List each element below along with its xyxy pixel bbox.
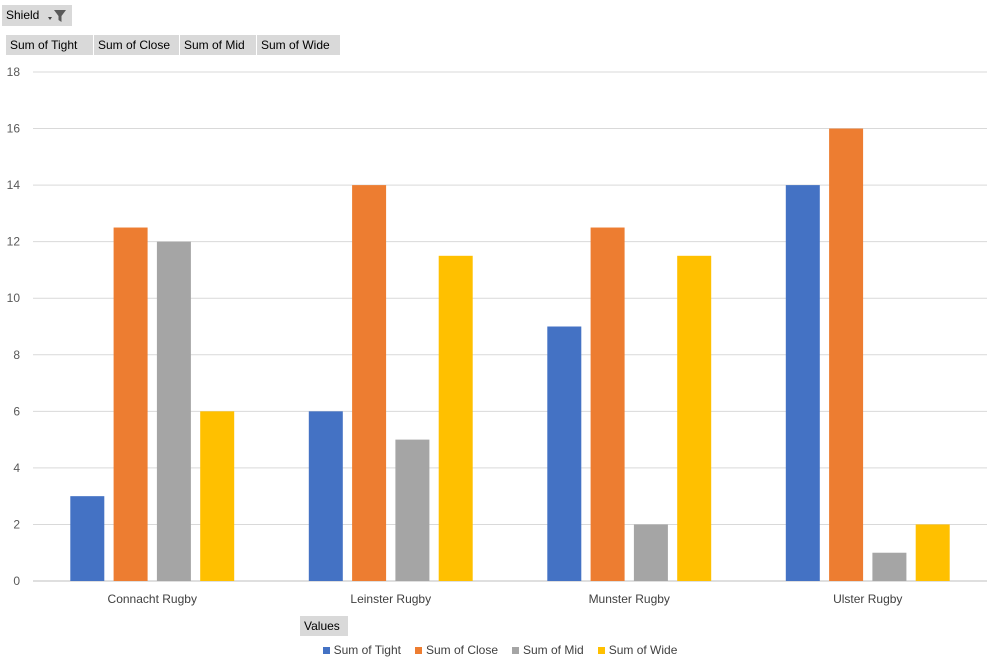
field-button-sum-of-close[interactable]: Sum of Close (94, 35, 180, 55)
bar-sum-of-close[interactable] (590, 227, 625, 581)
legend-label: Sum of Tight (333, 643, 401, 657)
gridlines (33, 71, 987, 582)
filter-dropdown-icon (48, 10, 66, 22)
y-tick-label: 18 (7, 65, 21, 79)
y-tick-label: 16 (7, 122, 21, 136)
legend-swatch (414, 646, 422, 654)
clustered-column-chart: 0 2 4 6 8 10 12 14 16 18 Connacht Rugby Leinster R… (7, 65, 987, 606)
shield-filter-button[interactable]: Shield (2, 5, 73, 26)
x-category-label: Munster Rugby (589, 592, 670, 606)
values-field-button[interactable]: Values (300, 616, 349, 636)
y-tick-label: 6 (13, 404, 20, 418)
legend-swatch (322, 646, 330, 654)
y-tick-label: 12 (7, 235, 21, 249)
shield-filter-label: Shield (6, 8, 40, 22)
y-tick-label: 10 (7, 291, 21, 305)
y-tick-label: 14 (7, 178, 21, 192)
bar-sum-of-mid[interactable] (156, 241, 191, 581)
bar-sum-of-tight[interactable] (70, 496, 105, 581)
x-axis-categories: Connacht Rugby Leinster Rugby Munster Rugb… (108, 592, 903, 606)
legend: Sum of Tight Sum of Close Sum of Mid Sum of… (0, 641, 1000, 659)
bar-sum-of-tight[interactable] (308, 411, 343, 581)
bar-sum-of-mid[interactable] (633, 524, 668, 581)
bar-sum-of-wide[interactable] (438, 255, 473, 582)
bar-sum-of-wide[interactable] (677, 255, 712, 582)
bar-sum-of-close[interactable] (352, 185, 387, 581)
legend-swatch (597, 646, 605, 654)
bar-sum-of-wide[interactable] (200, 411, 235, 581)
legend-label: Sum of Wide (608, 643, 678, 657)
bar-sum-of-tight[interactable] (785, 185, 820, 581)
bar-sum-of-wide[interactable] (915, 524, 950, 581)
value-fields-row: Sum of Tight Sum of Close Sum of Mid Sum… (6, 35, 341, 55)
y-tick-label: 2 (13, 517, 20, 531)
y-tick-label: 4 (13, 461, 20, 475)
bar-sum-of-tight[interactable] (547, 326, 582, 582)
y-tick-label: 0 (13, 574, 20, 588)
field-button-sum-of-wide[interactable]: Sum of Wide (257, 35, 341, 55)
legend-item[interactable]: Sum of Wide (597, 641, 678, 659)
bar-sum-of-close[interactable] (113, 227, 148, 581)
y-tick-label: 8 (13, 348, 20, 362)
legend-item[interactable]: Sum of Tight (322, 641, 401, 659)
legend-item[interactable]: Sum of Mid (512, 641, 584, 659)
field-button-sum-of-mid[interactable]: Sum of Mid (180, 35, 257, 55)
bar-sum-of-mid[interactable] (872, 552, 907, 581)
legend-label: Sum of Close (425, 643, 498, 657)
bars (70, 128, 950, 582)
x-category-label: Leinster Rugby (350, 592, 431, 606)
legend-item[interactable]: Sum of Close (414, 641, 498, 659)
legend-label: Sum of Mid (523, 643, 584, 657)
x-category-label: Ulster Rugby (833, 592, 902, 606)
y-axis-ticks: 0 2 4 6 8 10 12 14 16 18 (7, 65, 21, 588)
field-button-sum-of-tight[interactable]: Sum of Tight (6, 35, 94, 55)
bar-sum-of-mid[interactable] (395, 439, 430, 581)
x-category-label: Connacht Rugby (108, 592, 197, 606)
legend-swatch (512, 646, 519, 654)
bar-sum-of-close[interactable] (829, 128, 864, 582)
